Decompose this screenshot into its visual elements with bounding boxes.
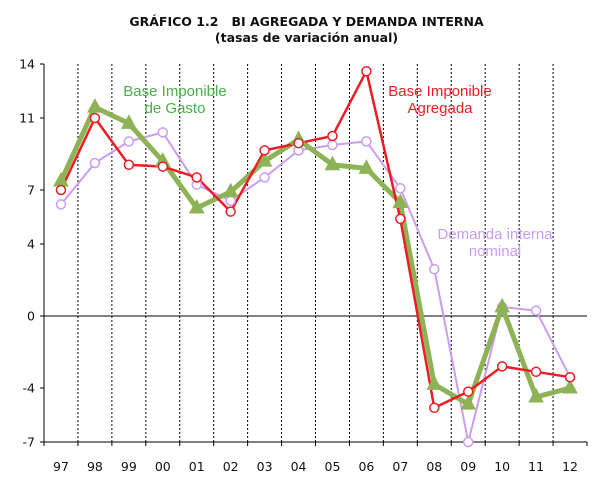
x-tick-label: 01 <box>189 459 205 474</box>
data-point-bi_agregada <box>327 130 338 142</box>
data-point-bi_agregada <box>462 386 474 397</box>
data-point-demanda <box>157 127 169 138</box>
y-tick-label: 0 <box>27 309 35 324</box>
data-point-bi_gasto <box>222 182 239 198</box>
data-point-bi_agregada <box>123 159 135 171</box>
data-point-demanda <box>429 263 440 275</box>
series-lines <box>58 69 573 443</box>
data-point-bi_gasto <box>528 387 544 403</box>
data-point-demanda <box>89 157 101 169</box>
data-point-bi_agregada <box>293 137 304 149</box>
x-tick-label: 08 <box>426 459 442 474</box>
data-point-demanda <box>225 195 236 207</box>
data-point-bi_gasto <box>188 198 205 214</box>
x-tick-label: 05 <box>325 459 341 474</box>
data-point-demanda <box>327 139 338 151</box>
series-line-bi_agregada <box>59 69 572 410</box>
data-point-bi_gasto <box>121 114 137 129</box>
x-tick-label: 09 <box>460 459 476 474</box>
annotation-bi_gasto: Base Imponible <box>123 83 226 100</box>
y-tick-label: -4 <box>23 381 36 396</box>
x-tick-label: 10 <box>494 459 510 474</box>
annotation-demanda: Demanda interna <box>437 226 553 243</box>
x-tick-label: 02 <box>223 459 239 474</box>
data-point-bi_gasto <box>358 159 375 174</box>
data-point-bi_gasto <box>460 395 477 410</box>
x-tick-label: 11 <box>528 459 544 474</box>
x-tick-label: 97 <box>53 459 69 474</box>
data-point-demanda <box>123 136 135 147</box>
data-point-bi_agregada <box>259 145 270 156</box>
data-point-bi_agregada <box>429 402 440 414</box>
data-point-bi_agregada <box>55 184 67 196</box>
data-point-bi_agregada <box>225 206 236 217</box>
data-point-bi_gasto <box>256 152 273 167</box>
annotation-bi_agregada: Base Imponible <box>388 83 491 100</box>
chart-title: GRÁFICO 1.2 BI AGREGADA Y DEMANDA INTERN… <box>129 14 484 29</box>
annotation-demanda: nominal <box>469 243 522 260</box>
x-tick-label: 12 <box>562 459 578 474</box>
data-point-demanda <box>361 136 372 147</box>
data-point-bi_agregada <box>157 161 169 172</box>
data-point-demanda <box>395 182 406 194</box>
series-line-demanda <box>60 131 571 443</box>
data-point-bi_agregada <box>191 172 202 183</box>
chart-subtitle: (tasas de variación anual) <box>214 30 399 45</box>
x-tick-label: 00 <box>155 459 171 474</box>
data-point-bi_gasto <box>426 375 443 390</box>
series-line-bi_gasto <box>58 104 573 407</box>
x-tick-label: 99 <box>121 459 137 474</box>
x-tick-label: 98 <box>87 459 103 474</box>
data-point-bi_agregada <box>564 371 576 383</box>
annotation-bi_gasto: de Gasto <box>145 100 206 117</box>
y-tick-label: 7 <box>27 183 35 198</box>
x-tick-label: 03 <box>257 459 273 474</box>
data-point-bi_gasto <box>494 297 510 313</box>
data-point-bi_agregada <box>361 65 372 77</box>
x-tick-label: 06 <box>358 459 374 474</box>
data-point-demanda <box>530 305 542 316</box>
x-tick-label: 04 <box>291 459 307 474</box>
y-tick-label: 14 <box>19 57 35 72</box>
data-point-demanda <box>462 436 474 448</box>
gridlines <box>77 64 554 442</box>
data-point-bi_gasto <box>324 155 341 171</box>
data-point-bi_agregada <box>496 361 508 372</box>
y-tick-label: 4 <box>27 237 35 252</box>
data-point-bi_gasto <box>562 378 578 394</box>
data-point-bi_gasto <box>87 98 103 113</box>
x-tick-label: 07 <box>392 459 408 474</box>
data-point-bi_agregada <box>530 366 542 378</box>
data-point-demanda <box>259 172 270 183</box>
y-tick-label: -7 <box>23 435 35 450</box>
data-point-bi_agregada <box>89 112 101 124</box>
data-point-bi_gasto <box>392 193 409 209</box>
y-tick-label: 11 <box>19 111 35 126</box>
annotation-bi_agregada: Agregada <box>407 100 473 117</box>
series-markers <box>53 65 578 448</box>
data-point-demanda <box>55 199 67 210</box>
data-point-bi_agregada <box>395 213 406 225</box>
